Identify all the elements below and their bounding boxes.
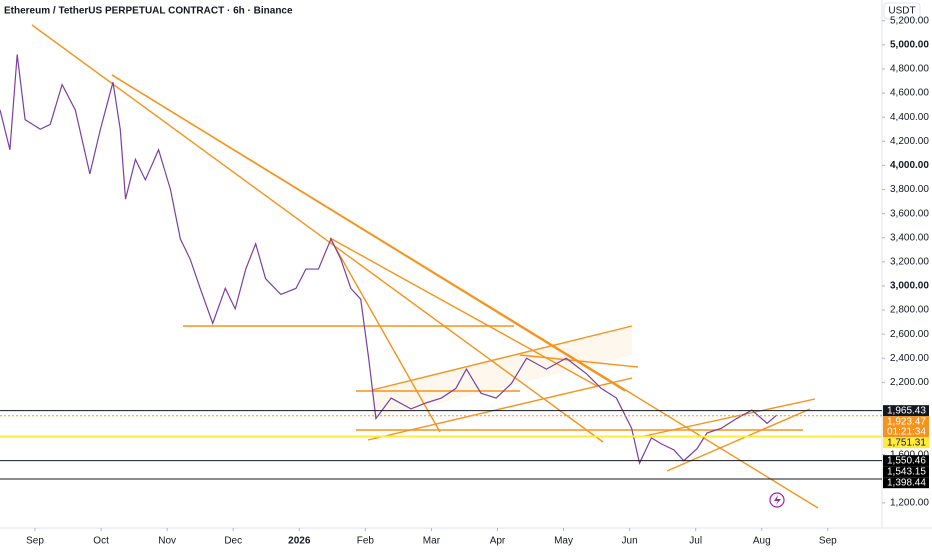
trendline [371, 325, 633, 391]
price-badge-label: 1,550.46 [887, 455, 926, 466]
y-tick-label: 4,400.00 [890, 112, 929, 123]
price-badge-label: 1,398.44 [887, 477, 926, 488]
y-tick-label: 1,200.00 [890, 498, 929, 509]
price-badge-label: 1,543.15 [887, 466, 926, 477]
price-line [0, 54, 778, 465]
x-tick-label: Aug [753, 536, 771, 547]
x-tick-label: Jul [689, 536, 702, 547]
y-tick-label: 2,600.00 [890, 329, 929, 340]
y-tick-label: 4,000.00 [890, 160, 929, 171]
y-tick-label: 4,600.00 [890, 88, 929, 99]
x-tick-label: Mar [423, 536, 441, 547]
x-tick-label: Dec [224, 536, 242, 547]
x-tick-label: Nov [158, 536, 176, 547]
y-tick-label: 3,600.00 [890, 208, 929, 219]
x-tick-label: Sep [26, 536, 44, 547]
y-tick-label: 2,800.00 [890, 305, 929, 316]
y-tick-label: 5,200.00 [890, 15, 929, 26]
currency[interactable]: USDT [888, 6, 915, 17]
x-tick-label: Oct [93, 536, 109, 547]
price-badge [883, 466, 929, 478]
icon-circle[interactable] [769, 492, 785, 508]
price-badge [883, 405, 929, 417]
x-tick-label: Jun [622, 536, 638, 547]
y-tick-label: 3,400.00 [890, 232, 929, 243]
trendline [329, 237, 598, 387]
price-badge-label: 1,923.47 [887, 416, 926, 427]
chart-title: Ethereum / TetherUS PERPETUAL CONTRACT ·… [4, 6, 293, 17]
x-tick-label: Apr [490, 536, 506, 547]
trendline [329, 237, 441, 433]
trendline [111, 74, 626, 392]
price-badge-label: 1,965.43 [887, 405, 926, 416]
y-tick-label: 5,000.00 [890, 39, 929, 50]
channel-fill [372, 326, 632, 420]
price-badge [883, 437, 929, 449]
icon-bolt[interactable] [774, 495, 781, 505]
y-tick-label: 3,200.00 [890, 256, 929, 267]
price-badge-label: 1,751.31 [887, 437, 926, 448]
trendline [639, 398, 816, 438]
y-tick-label: 4,800.00 [890, 64, 929, 75]
price-badge [883, 416, 929, 438]
y-tick-label: 2,200.00 [890, 377, 929, 388]
y-tick-label: 3,000.00 [890, 281, 929, 292]
trendline [666, 408, 811, 472]
currency-button[interactable] [883, 2, 921, 20]
y-tick-label: 3,800.00 [890, 184, 929, 195]
y-tick-label: 2,400.00 [890, 353, 929, 364]
x-tick-label: May [554, 536, 573, 547]
drawings [31, 24, 819, 509]
x-tick-label: Sep [819, 536, 837, 547]
countdown: 01:21:34 [887, 426, 926, 437]
x-tick-label: 2026 [288, 536, 311, 547]
y-tick-label: 1,600.00 [890, 449, 929, 460]
trendline [519, 354, 639, 368]
price-badge [883, 477, 929, 489]
x-tick-label: Feb [357, 536, 375, 547]
price-badge [883, 455, 929, 467]
y-tick-label: 4,200.00 [890, 136, 929, 147]
flash-icon[interactable] [769, 492, 785, 508]
trendline [31, 24, 604, 443]
